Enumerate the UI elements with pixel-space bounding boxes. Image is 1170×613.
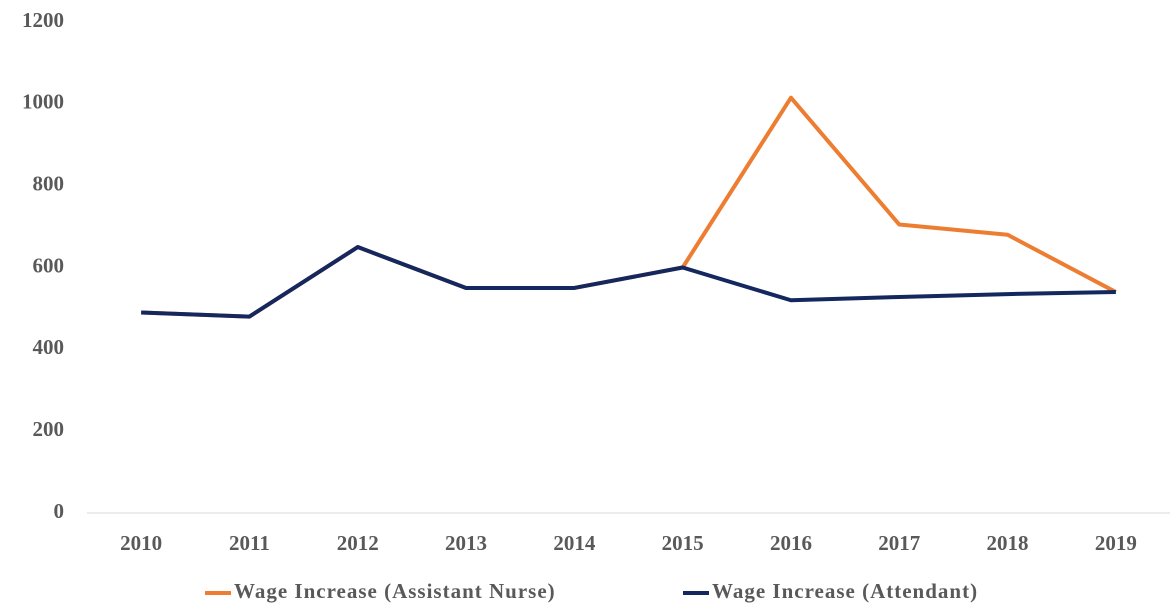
y-tick-label: 1000 [22,90,64,114]
y-tick-label: 400 [33,335,65,359]
x-tick-label: 2016 [770,531,812,555]
x-tick-label: 2018 [987,531,1029,555]
legend: Wage Increase (Assistant Nurse) Wage Incr… [205,579,978,603]
x-tick-label: 2012 [337,531,379,555]
legend-label: Wage Increase (Attendant) [712,579,978,603]
x-tick-label: 2014 [553,531,596,555]
x-tick-label: 2019 [1095,531,1137,555]
y-tick-label: 600 [33,253,65,277]
y-tick-label: 800 [33,171,65,195]
x-tick-label: 2017 [878,531,920,555]
line-series [141,95,1117,319]
x-tick-label: 2011 [229,531,270,555]
x-tick-label: 2010 [120,531,162,555]
line-series [141,245,1116,319]
legend-label: Wage Increase (Assistant Nurse) [234,579,556,603]
x-tick-label: 2015 [662,531,704,555]
y-tick-label: 0 [54,499,65,523]
y-tick-label: 200 [33,417,65,441]
x-tick-label: 2013 [445,531,487,555]
y-tick-label: 1200 [22,8,64,32]
